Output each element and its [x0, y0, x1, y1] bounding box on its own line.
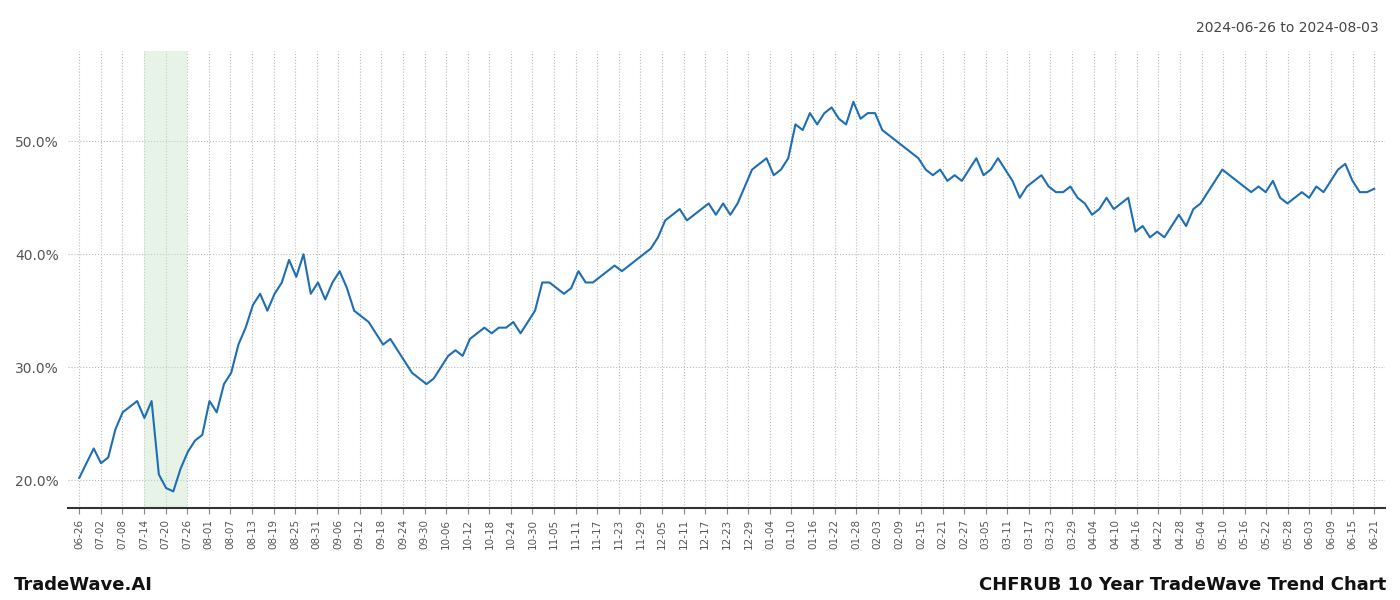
- Bar: [144, 51, 188, 508]
- Text: TradeWave.AI: TradeWave.AI: [14, 576, 153, 594]
- Text: CHFRUB 10 Year TradeWave Trend Chart: CHFRUB 10 Year TradeWave Trend Chart: [979, 576, 1386, 594]
- Text: 2024-06-26 to 2024-08-03: 2024-06-26 to 2024-08-03: [1197, 21, 1379, 35]
